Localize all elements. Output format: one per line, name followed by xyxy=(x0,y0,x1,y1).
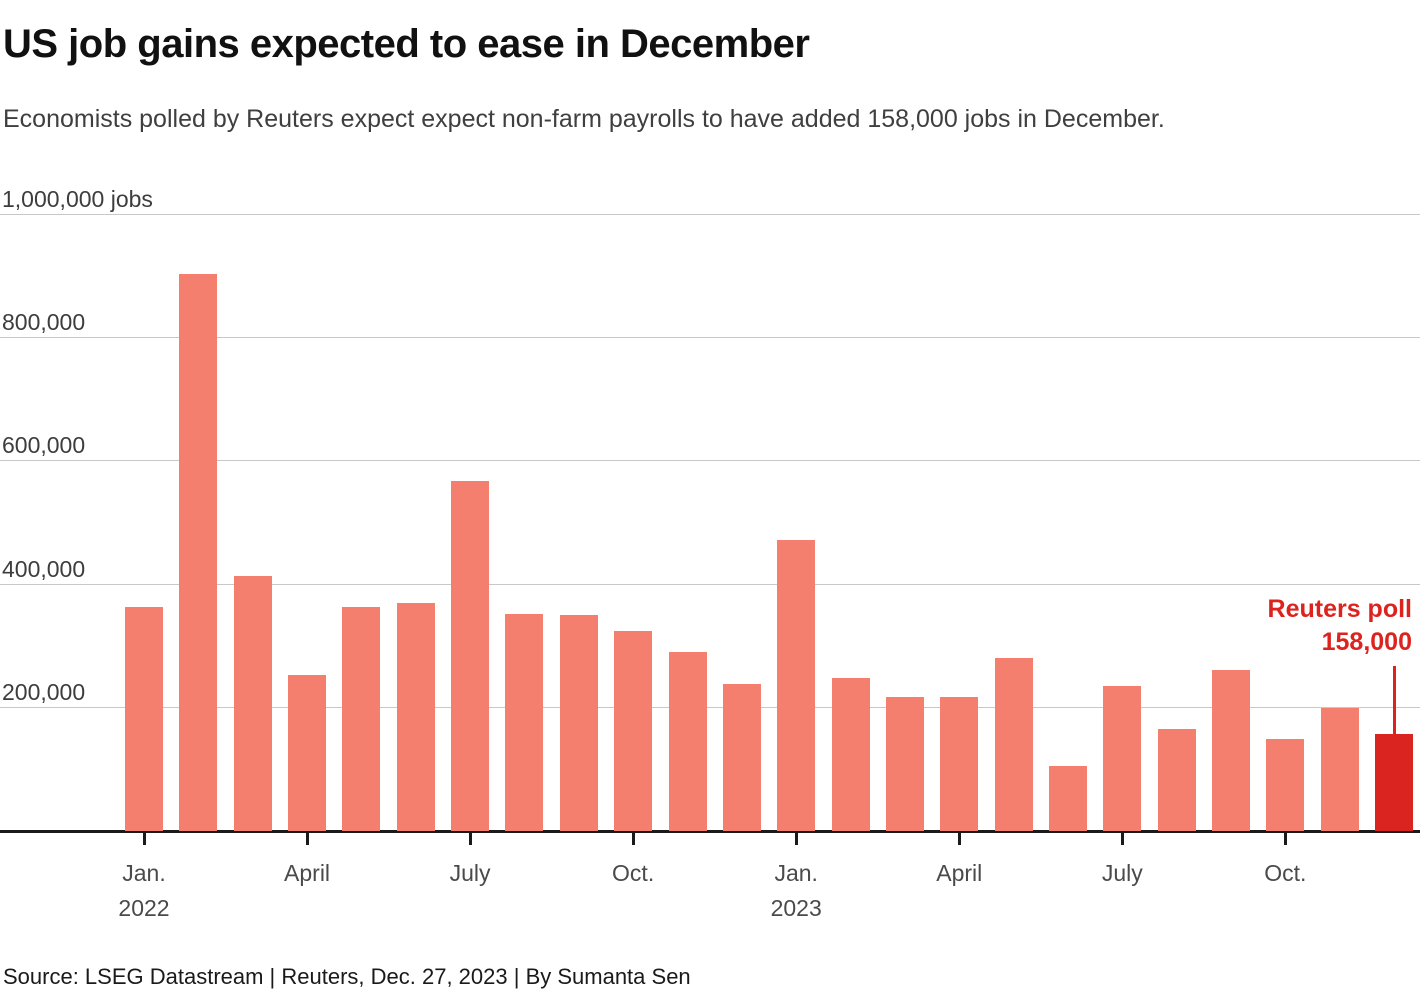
x-axis-tick-april xyxy=(305,833,309,845)
bar-june-2022 xyxy=(396,603,435,831)
x-axis-label-april: April xyxy=(936,860,983,886)
x-axis-label-jan-2022: Jan. 2022 xyxy=(118,860,170,921)
bar-oct-2022 xyxy=(614,631,653,831)
bar-july-2022 xyxy=(451,481,490,831)
bar-oct-2023 xyxy=(1266,738,1305,831)
y-axis-label-200000: 200,000 xyxy=(2,678,86,705)
x-axis-label-april: April xyxy=(284,860,331,886)
bar-nov-2023 xyxy=(1320,708,1359,831)
annotation-value: 158,000 xyxy=(1321,628,1412,656)
x-axis-label-oct-: Oct. xyxy=(612,860,655,886)
source-attribution: Source: LSEG Datastream | Reuters, Dec. … xyxy=(3,964,691,989)
annotation-pointer-line xyxy=(1392,666,1396,735)
bar-dec-2022 xyxy=(722,683,761,831)
bar-may-2022 xyxy=(342,606,381,831)
x-axis-tick-april xyxy=(957,833,961,845)
bar-june-2023 xyxy=(1048,766,1087,831)
bar-feb-2023 xyxy=(831,678,870,831)
bar-aug-2023 xyxy=(1157,729,1196,831)
bar-july-2023 xyxy=(1103,685,1142,831)
bar-apr-2023 xyxy=(940,697,979,831)
bar-dec-2023-reuters-poll- xyxy=(1375,733,1414,831)
bar-feb-2022 xyxy=(179,274,218,831)
annotation-label: Reuters poll xyxy=(1267,595,1412,623)
gridline-1000000 xyxy=(0,214,1420,215)
x-axis-tick-oct- xyxy=(631,833,635,845)
bar-mar-2023 xyxy=(885,697,924,831)
chart-subtitle: Economists polled by Reuters expect expe… xyxy=(3,105,1165,133)
bar-sep-2022 xyxy=(559,615,598,831)
gridline-800000 xyxy=(0,337,1420,339)
x-axis-tick-jan-2022 xyxy=(142,833,146,845)
x-axis-label-july: July xyxy=(1101,860,1143,886)
x-axis-line xyxy=(0,830,1420,833)
y-axis-label-600000: 600,000 xyxy=(2,432,86,459)
bar-aug-2022 xyxy=(505,614,544,831)
page-title: US job gains expected to ease in Decembe… xyxy=(3,22,810,66)
x-axis-tick-oct- xyxy=(1283,833,1287,845)
y-axis-label-1000000: 1,000,000 jobs xyxy=(2,186,153,212)
bar-apr-2022 xyxy=(288,674,327,831)
gridline-600000 xyxy=(0,460,1420,462)
bar-may-2023 xyxy=(994,657,1033,831)
x-axis-tick-july xyxy=(1120,833,1124,845)
x-axis-tick-jan-2023 xyxy=(794,833,798,845)
y-axis-label-800000: 800,000 xyxy=(2,309,86,336)
bar-mar-2022 xyxy=(233,575,272,831)
y-axis-label-400000: 400,000 xyxy=(2,555,86,582)
bar-nov-2022 xyxy=(668,652,707,831)
x-axis-label-jan-2023: Jan. 2023 xyxy=(770,860,822,921)
annotation-reuters-poll: Reuters poll 158,000 xyxy=(1268,593,1412,659)
x-axis-tick-july xyxy=(468,833,472,845)
gridline-200000 xyxy=(0,706,1420,708)
bar-jan-2023 xyxy=(777,540,816,831)
x-axis-label-oct-: Oct. xyxy=(1264,860,1307,886)
x-axis-label-july: July xyxy=(449,860,491,886)
bar-sep-2023 xyxy=(1212,669,1250,831)
bar-jan-2022 xyxy=(125,606,163,831)
gridline-400000 xyxy=(0,583,1420,585)
